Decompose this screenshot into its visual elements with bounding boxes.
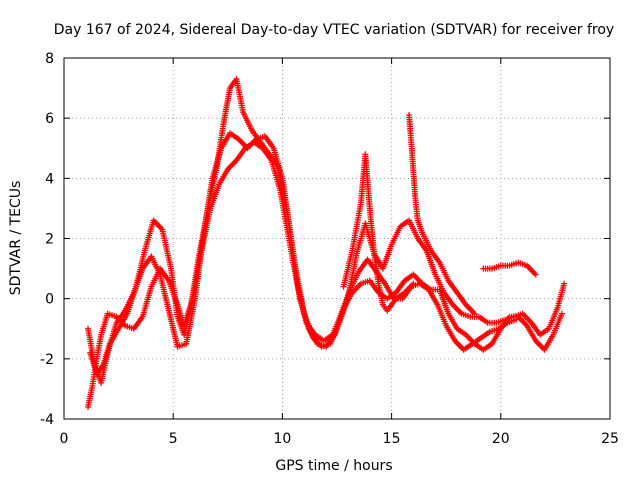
y-tick-label: 0 (45, 292, 54, 308)
series-track-4 (340, 151, 417, 314)
y-tick-labels: -4 -2 0 2 4 6 8 (40, 51, 54, 428)
x-axis-label: GPS time / hours (275, 458, 392, 474)
y-tick-label: -2 (40, 352, 54, 368)
x-tick-label: 25 (601, 431, 619, 447)
y-tick-label: 6 (45, 111, 54, 127)
data-point-plus (513, 316, 520, 323)
y-tick-label: -4 (40, 412, 54, 428)
data-point-plus (532, 271, 539, 278)
data-point-plus (471, 310, 478, 317)
data-point-plus (558, 310, 565, 317)
series-track-2 (87, 76, 568, 377)
y-tick-label: 8 (45, 51, 54, 67)
x-tick-label: 10 (273, 431, 291, 447)
x-tick-label: 5 (169, 431, 178, 447)
x-tick-label: 20 (492, 431, 510, 447)
series-track-5 (406, 112, 478, 317)
x-tick-labels: 0 5 10 15 20 25 (60, 431, 619, 447)
series-track-3 (85, 139, 520, 410)
data-point-plus (410, 280, 417, 287)
data-point-plus (561, 280, 568, 287)
chart-title: Day 167 of 2024, Sidereal Day-to-day VTE… (54, 22, 614, 38)
y-tick-label: 4 (45, 171, 54, 187)
plot-frame (63, 57, 611, 420)
x-tick-label: 0 (60, 431, 69, 447)
y-tick-label: 2 (45, 232, 54, 248)
series-track-6 (480, 259, 539, 278)
y-axis-label: SDTVAR / TECUs (8, 181, 24, 296)
data-points (85, 76, 568, 410)
series-track-1 (85, 130, 565, 386)
x-tick-label: 15 (383, 431, 401, 447)
grid-lines (64, 58, 610, 419)
